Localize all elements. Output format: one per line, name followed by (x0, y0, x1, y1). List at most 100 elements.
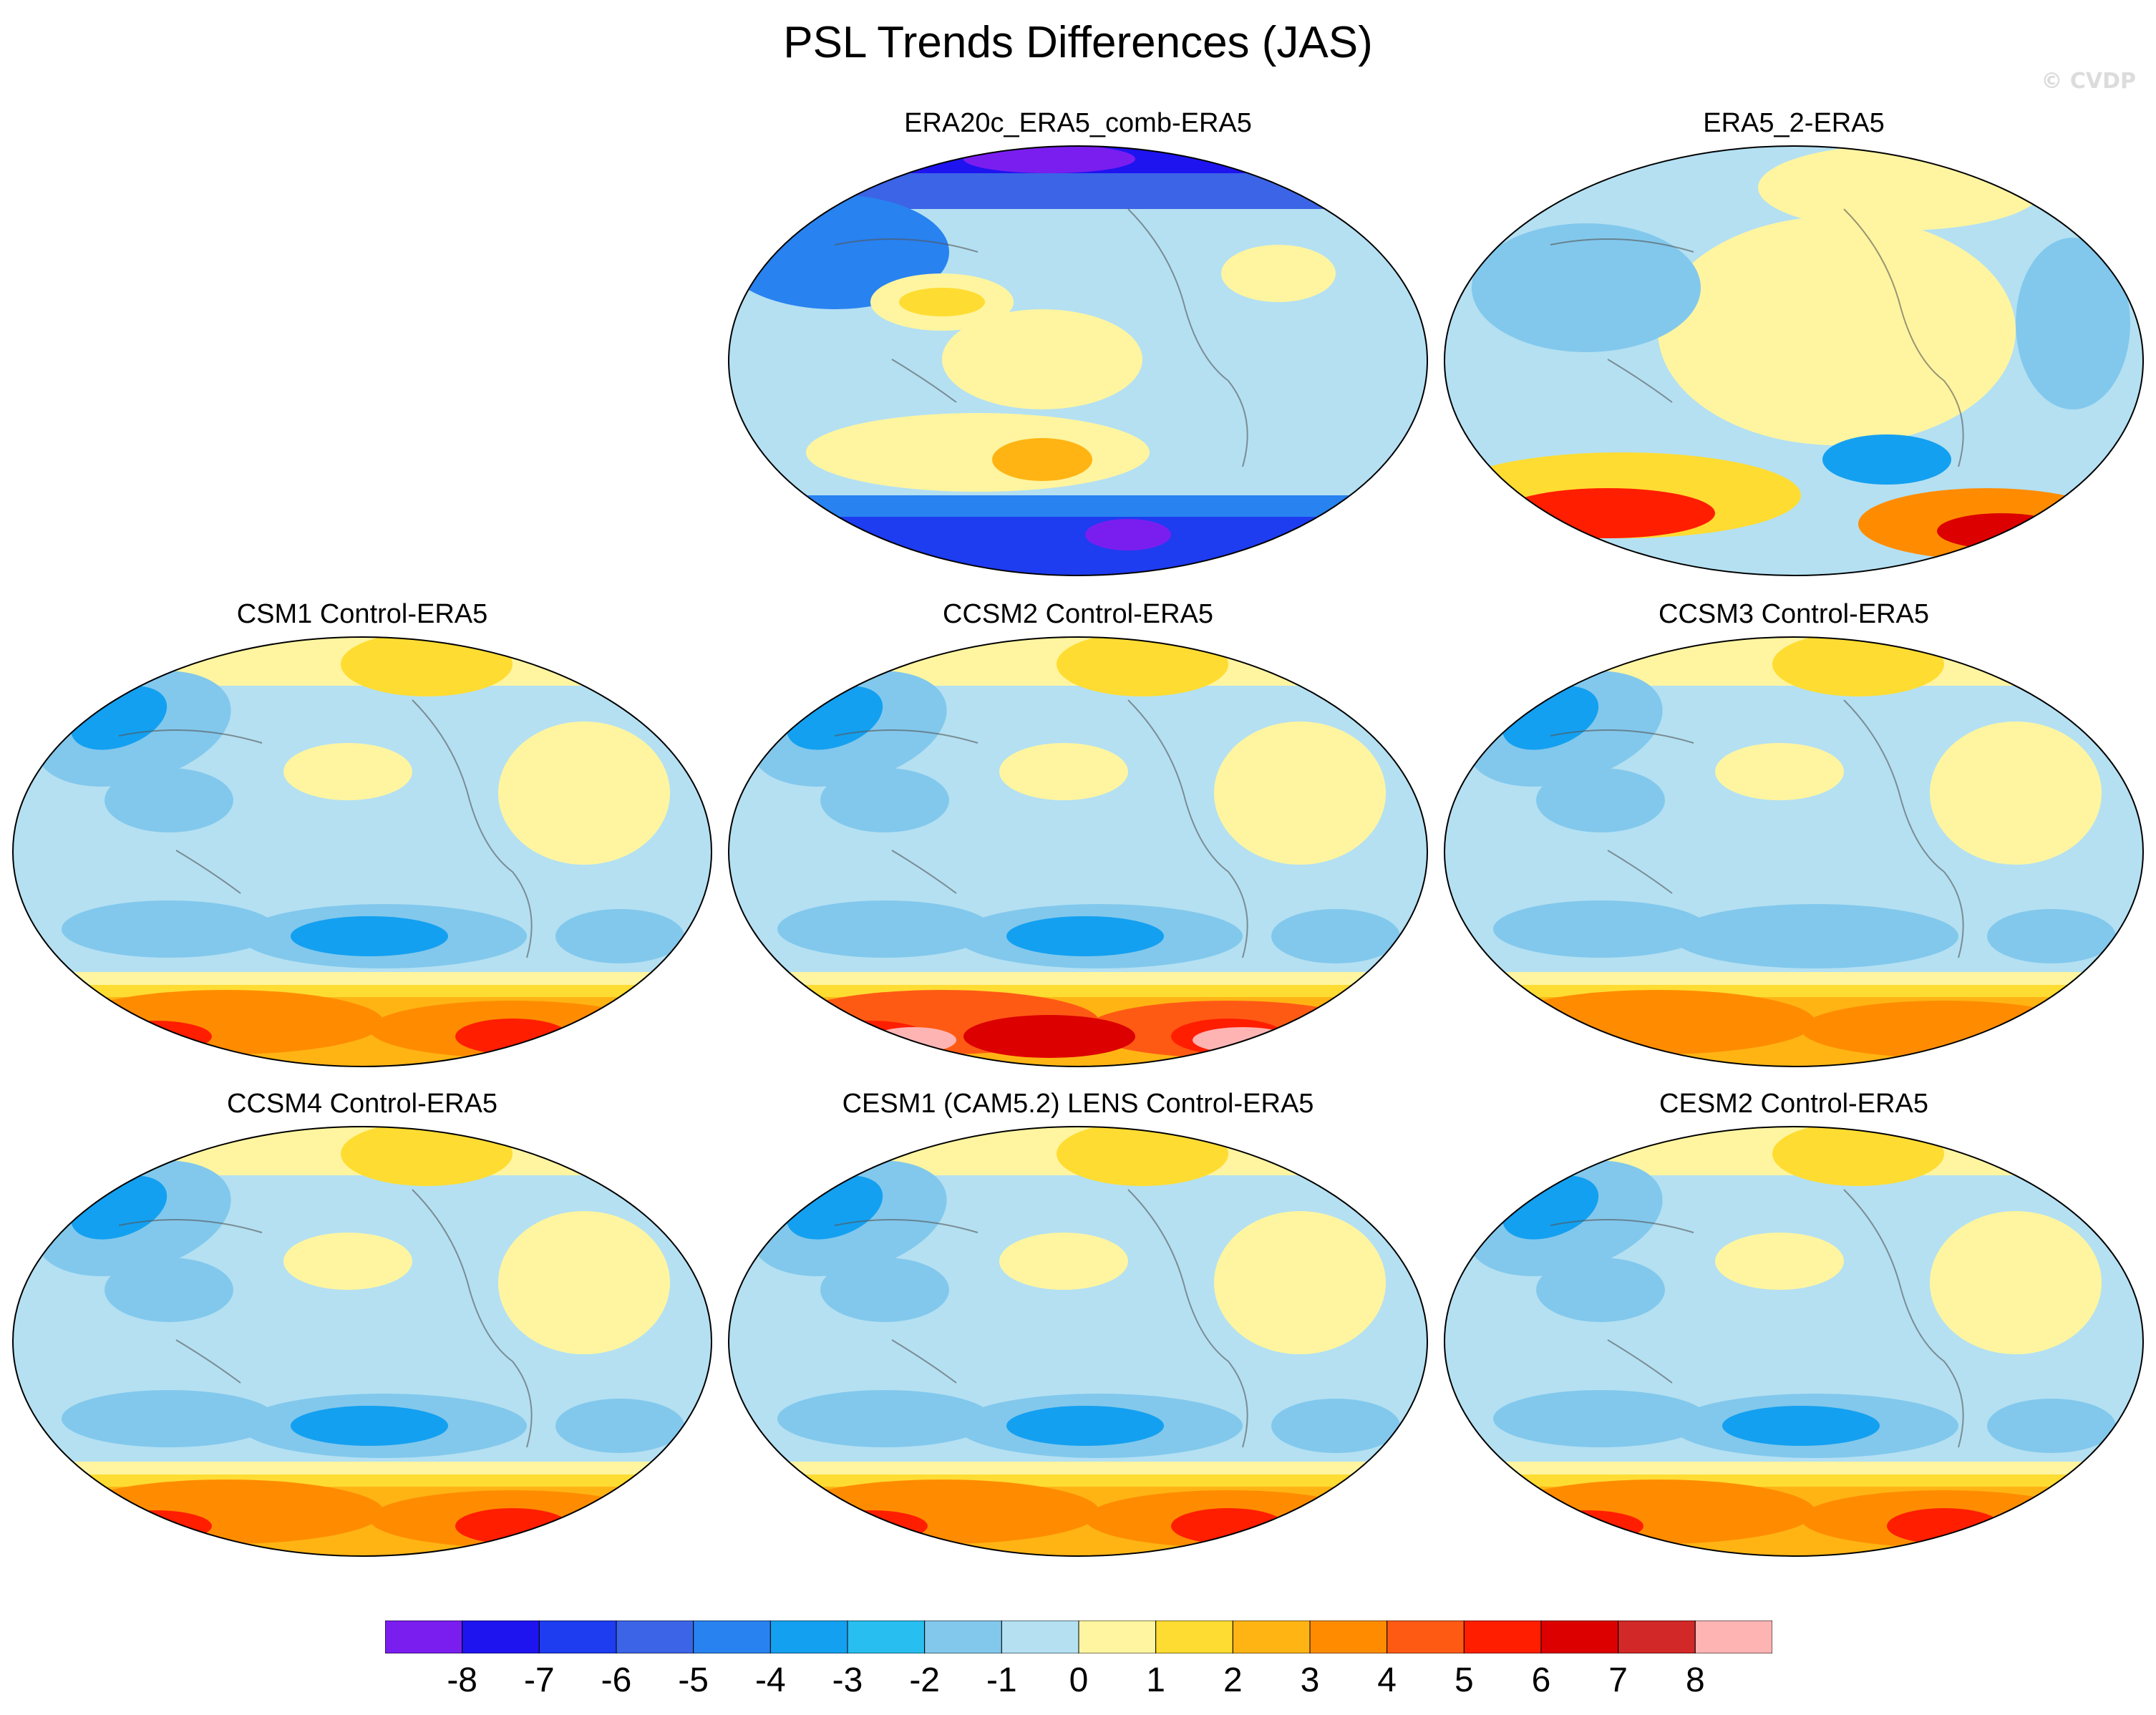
map-panel-ccsm2: CCSM2 Control-ERA5 (727, 598, 1429, 1071)
panel-title: CESM2 Control-ERA5 (1659, 1089, 1928, 1119)
southern-minimum (1085, 519, 1171, 550)
colorbar-label: 4 (1377, 1661, 1397, 1699)
south-pacific-core (291, 1406, 448, 1446)
trend-field (1444, 1127, 2143, 1556)
colorbar-label: -5 (678, 1661, 709, 1699)
trend-field (13, 637, 712, 1067)
tropical-pacific-high (942, 309, 1142, 409)
map-panel-era5_2: ERA5_2-ERA5 (1443, 107, 2145, 580)
map-panel-cesm1: CESM1 (CAM5.2) LENS Control-ERA5 (727, 1088, 1429, 1560)
atlantic-high (1930, 722, 2102, 865)
southern-ring-west (1500, 990, 1815, 1054)
colorbar-label: -8 (447, 1661, 477, 1699)
trend-field (729, 146, 1427, 575)
atlantic-high (498, 1211, 670, 1354)
robinson-map (12, 1126, 712, 1557)
colorbar-swatch (538, 1621, 617, 1653)
colorbar-label: 3 (1300, 1661, 1320, 1699)
colorbar-label: -1 (986, 1661, 1017, 1699)
south-pacific-high (806, 413, 1150, 492)
robinson-map (1444, 1126, 2144, 1557)
coastlines (1550, 1189, 1964, 1448)
map-border (728, 145, 1428, 576)
colorbar-label: -2 (909, 1661, 940, 1699)
map-border (1444, 145, 2144, 576)
atlantic-high (1214, 1211, 1386, 1354)
colorbar-swatch (1309, 1621, 1388, 1653)
south-pacific-warm (992, 438, 1092, 481)
antarctic-high-east (455, 1019, 570, 1054)
antarctic-high-west (97, 1021, 212, 1052)
colorbar-label: 8 (1685, 1661, 1705, 1699)
colorbar-swatch (1694, 1621, 1772, 1653)
coastlines (118, 1189, 533, 1448)
coastlines (834, 1189, 1248, 1448)
atlantic-low (2016, 238, 2130, 409)
southern-east-peak (1937, 513, 2066, 549)
north-pacific-high (999, 743, 1128, 800)
panel-title: CSM1 Control-ERA5 (236, 599, 488, 629)
south-pacific-core (1006, 1406, 1164, 1446)
colorbar-label: 1 (1146, 1661, 1165, 1699)
south-pacific-low (1822, 434, 1951, 485)
north-pacific-high (283, 1233, 412, 1290)
colorbar-swatch (769, 1621, 848, 1653)
east-asia-low (820, 768, 949, 832)
panel-title: CCSM3 Control-ERA5 (1659, 599, 1929, 629)
colorbar-label: -6 (601, 1661, 632, 1699)
colorbar-labels: -8 -7 -6 -5 -4 -3 -2 -1 0 1 2 3 4 5 6 7 8 (385, 1661, 1772, 1701)
colorbar-swatch (1540, 1621, 1619, 1653)
coastlines (118, 699, 533, 958)
north-pacific-high (1715, 1233, 1844, 1290)
robinson-map (728, 145, 1428, 576)
antarctic-peak-west (870, 1027, 956, 1053)
north-pacific-high (1715, 743, 1844, 800)
southern-west-peak (1500, 488, 1715, 538)
north-pacific-high (283, 743, 412, 800)
southern-ocean-core (729, 517, 1427, 575)
south-atlantic-low (1987, 909, 2116, 963)
south-pacific-core (1722, 1406, 1880, 1446)
colorbar-swatch (1387, 1621, 1465, 1653)
coastlines (1550, 699, 1964, 958)
colorbar-swatch (924, 1621, 1002, 1653)
east-asia-low (105, 1258, 233, 1322)
map-panel-csm1: CSM1 Control-ERA5 (11, 598, 713, 1071)
colorbar-label: 5 (1454, 1661, 1474, 1699)
trend-field (13, 1127, 712, 1556)
south-pacific-core (1722, 916, 1880, 956)
colorbar-label: 0 (1069, 1661, 1089, 1699)
west-pacific-high-core (899, 288, 985, 316)
north-pacific-high (999, 1233, 1128, 1290)
colorbar-swatch (616, 1621, 694, 1653)
pacific-high (1658, 216, 2016, 445)
trend-field (1444, 637, 2143, 1067)
southern-ring-west (1500, 1480, 1815, 1544)
colorbar-label: -3 (832, 1661, 863, 1699)
atlantic-high (1214, 722, 1386, 865)
southern-ring-west (69, 1480, 384, 1544)
colorbar-label: 7 (1608, 1661, 1628, 1699)
antarctic-high-west (813, 1510, 928, 1542)
trend-field (1444, 146, 2143, 575)
colorbar-swatch (847, 1621, 926, 1653)
antarctic-high-west (1529, 1510, 1643, 1542)
south-atlantic-low (555, 909, 684, 963)
map-panel-ccsm4: CCSM4 Control-ERA5 (11, 1088, 713, 1560)
arctic-minimum (963, 146, 1135, 173)
colorbar-swatch (462, 1621, 540, 1653)
panel-title: CCSM4 Control-ERA5 (227, 1089, 497, 1119)
robinson-map (728, 1126, 1428, 1557)
atlantic-high (498, 722, 670, 865)
coastlines (834, 699, 1248, 958)
coastlines (1550, 208, 1964, 467)
coastlines (834, 208, 1248, 467)
colorbar-swatch (1618, 1621, 1696, 1653)
south-atlantic-low (555, 1399, 684, 1453)
panel-title: ERA5_2-ERA5 (1703, 108, 1885, 138)
south-atlantic-low (1987, 1399, 2116, 1453)
colorbar-swatches (385, 1621, 1772, 1653)
atlantic-high (1930, 1211, 2102, 1354)
colorbar-swatch (385, 1621, 463, 1653)
map-border (1444, 1126, 2144, 1557)
